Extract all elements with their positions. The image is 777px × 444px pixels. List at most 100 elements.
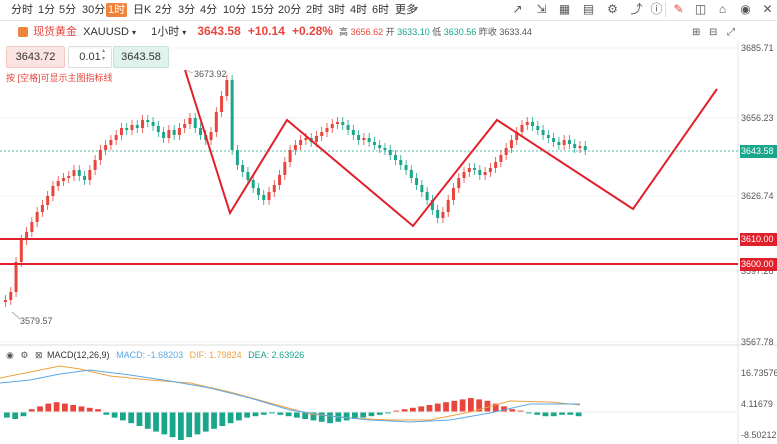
tf-1min[interactable]: 1分 bbox=[38, 4, 56, 16]
candle-body bbox=[362, 138, 366, 140]
macd-bar bbox=[294, 412, 300, 418]
tf-4h[interactable]: 4时 bbox=[350, 4, 368, 16]
candle-body bbox=[130, 125, 134, 130]
close-icon[interactable]: ⊠ bbox=[34, 350, 43, 360]
layout-icon[interactable]: ▤ bbox=[582, 2, 595, 16]
macd-bar bbox=[4, 412, 10, 418]
candle-body bbox=[246, 172, 250, 180]
candle-body bbox=[288, 150, 292, 162]
candle-body bbox=[267, 192, 271, 200]
trend-zigzag-drawing[interactable] bbox=[184, 69, 718, 228]
price-change: +10.14 bbox=[247, 24, 285, 38]
candle-body bbox=[383, 148, 387, 150]
candle-body bbox=[583, 146, 587, 150]
macd-bar bbox=[128, 412, 135, 424]
line-3600-tag: 3600.00 bbox=[740, 258, 777, 271]
candle-body bbox=[346, 125, 350, 130]
macd-bar bbox=[501, 406, 507, 412]
tf-2min[interactable]: 2分 bbox=[155, 4, 173, 16]
tf-30min[interactable]: 30分 bbox=[82, 4, 106, 16]
settings-icon[interactable]: ⚙ bbox=[20, 350, 29, 360]
macd-bar bbox=[236, 412, 242, 421]
info-icon[interactable]: ⓘ bbox=[650, 2, 663, 16]
tf-1h[interactable]: 1时 bbox=[106, 3, 128, 17]
macd-bar bbox=[368, 412, 375, 417]
camera-icon[interactable]: ◫ bbox=[694, 2, 707, 16]
symbol-dropdown-icon[interactable]: ▾ bbox=[132, 28, 137, 37]
tf-20min[interactable]: 20分 bbox=[278, 4, 302, 16]
dea-line bbox=[0, 369, 580, 423]
candle-body bbox=[188, 118, 192, 124]
macd-bar bbox=[45, 403, 52, 412]
axis-tick: 3685.71 bbox=[741, 43, 774, 53]
macd-bar bbox=[95, 409, 101, 412]
candle-body bbox=[520, 125, 524, 132]
tf-10min[interactable]: 10分 bbox=[223, 4, 247, 16]
candle-body bbox=[172, 130, 176, 135]
candle-body bbox=[546, 135, 550, 138]
tf-3h[interactable]: 3时 bbox=[328, 4, 346, 16]
interval-dropdown-icon[interactable]: ▾ bbox=[182, 28, 187, 37]
buy-price-box[interactable]: 3643.58 bbox=[113, 46, 169, 68]
edit-icon[interactable]: ✎ bbox=[673, 2, 684, 16]
symbol-code[interactable]: XAUUSD bbox=[83, 26, 129, 38]
resize-icon[interactable]: ⤢ bbox=[727, 27, 735, 38]
low-label: 低 bbox=[432, 27, 442, 37]
sell-price-box[interactable]: 3643.72 bbox=[6, 46, 65, 68]
quantity-input[interactable]: 0.01 bbox=[68, 46, 112, 68]
macd-bar bbox=[385, 412, 391, 414]
candle-body bbox=[478, 170, 482, 175]
tf-more[interactable]: 更多 bbox=[395, 4, 417, 16]
indicator-icon[interactable]: ⊞ bbox=[692, 27, 701, 38]
candle-body bbox=[557, 142, 561, 145]
close-icon[interactable]: ✕ bbox=[762, 2, 773, 16]
tf-5min[interactable]: 5分 bbox=[59, 4, 77, 16]
candle-body bbox=[93, 160, 97, 170]
candle-body bbox=[325, 128, 329, 132]
macd-header: ◉ ⚙ ⊠ MACD(12,26,9) MACD: -1.68203 DIF: … bbox=[6, 350, 304, 361]
eye-icon[interactable]: ◉ bbox=[740, 2, 751, 16]
quantity-stepper-icon[interactable]: ▴ ▾ bbox=[102, 48, 106, 62]
candle-body bbox=[499, 155, 503, 162]
tf-fenshi[interactable]: 分时 bbox=[11, 4, 33, 16]
candle-body bbox=[515, 132, 519, 140]
macd-bar bbox=[534, 412, 541, 415]
candle-body bbox=[483, 172, 487, 175]
compare-icon[interactable]: ⊟ bbox=[709, 27, 718, 38]
symbol-name[interactable]: 现货黄金 bbox=[33, 26, 78, 38]
ohlc: 高 3656.62 开 3633.10 低 3630.56 昨收 3633.44 bbox=[339, 27, 532, 37]
candle-body bbox=[109, 140, 113, 145]
tf-4min[interactable]: 4分 bbox=[200, 4, 218, 16]
candles bbox=[4, 75, 587, 307]
visibility-icon[interactable]: ◉ bbox=[6, 350, 14, 360]
price-chart[interactable] bbox=[0, 40, 777, 444]
grid-icon[interactable]: ▦ bbox=[558, 2, 571, 16]
candle-body bbox=[156, 126, 160, 132]
tf-daily[interactable]: 日K bbox=[133, 4, 152, 16]
candle-body bbox=[98, 150, 102, 160]
macd-bar bbox=[443, 402, 449, 412]
current-price-tag: 3643.58 bbox=[740, 145, 777, 158]
tf-6h[interactable]: 6时 bbox=[372, 4, 390, 16]
chevron-down-icon[interactable]: ▾ bbox=[414, 4, 419, 13]
fullscreen-icon[interactable]: ⇲ bbox=[536, 2, 547, 16]
candle-body bbox=[567, 140, 571, 144]
settings-icon[interactable]: ⚙ bbox=[607, 2, 618, 16]
hint-text: 按 [空格]可显示主图指标线 bbox=[6, 73, 113, 83]
axis-tick: 3567.78 bbox=[741, 337, 774, 347]
pencil-icon[interactable]: ↗ bbox=[512, 2, 523, 16]
macd-bar bbox=[20, 412, 27, 417]
tf-15min[interactable]: 15分 bbox=[251, 4, 275, 16]
candle-body bbox=[9, 292, 13, 300]
interval-selector[interactable]: 1小时 bbox=[151, 26, 180, 38]
candle-body bbox=[19, 240, 23, 262]
price-change-pct: +0.28% bbox=[291, 24, 333, 38]
timeframe-bar: 分时 1分 5分 30分 1时 日K 2分 3分 4分 10分 15分 20分 … bbox=[0, 0, 777, 21]
macd-bar bbox=[418, 406, 425, 412]
home-icon[interactable]: ⌂ bbox=[718, 2, 727, 16]
tf-2h[interactable]: 2时 bbox=[306, 4, 324, 16]
macd-bar bbox=[376, 412, 383, 415]
tf-3min[interactable]: 3分 bbox=[178, 4, 196, 16]
macd-axis-tick: 4.11679 bbox=[741, 399, 773, 409]
share-icon[interactable]: ⤴ bbox=[630, 2, 643, 16]
